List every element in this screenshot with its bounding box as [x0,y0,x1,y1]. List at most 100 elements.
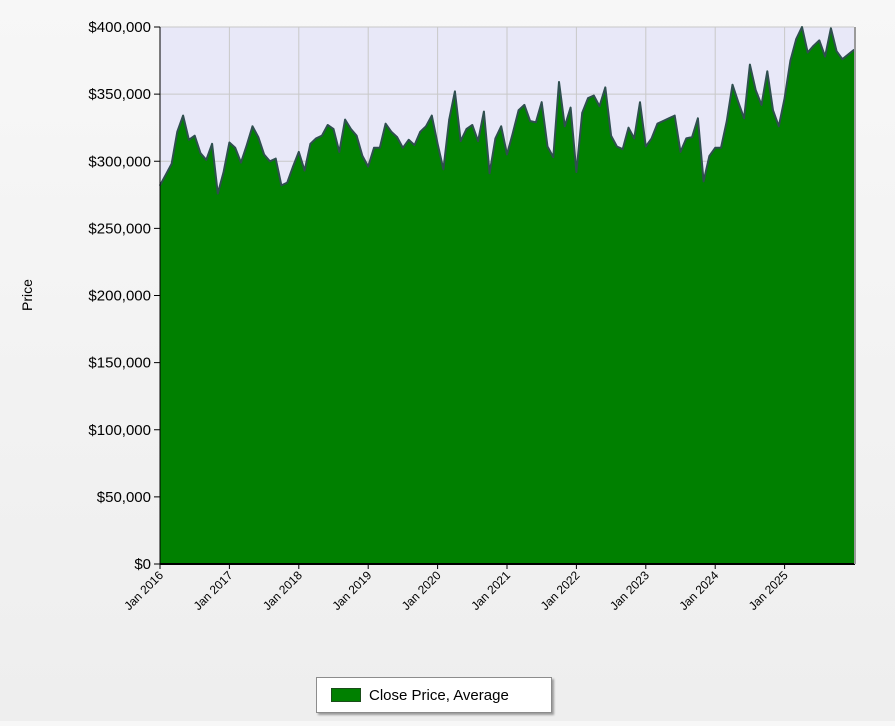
data-point [419,130,422,133]
data-point [679,151,682,153]
data-point [714,147,716,149]
data-point [552,156,555,158]
data-point [367,165,370,168]
data-point [344,118,346,121]
y-tick-label: $100,000 [88,422,151,439]
data-point [812,45,815,47]
data-point [361,155,364,157]
data-point [182,114,184,117]
data-point [459,140,462,142]
data-point [546,145,549,148]
legend-label: Close Price, Average [369,686,509,704]
data-point [569,106,572,109]
data-point [396,136,398,138]
data-point [413,144,416,146]
data-point [702,180,705,183]
data-point [240,161,242,164]
data-point [506,153,508,156]
x-tick-label: Jan 2024 [676,568,721,613]
data-point [263,153,265,156]
data-point [274,157,277,160]
data-point [726,120,728,122]
data-point [743,117,745,120]
data-point [315,137,317,140]
data-point [165,173,167,176]
chart-legend: Close Price, Average [316,677,552,713]
data-point [754,89,757,91]
data-point [517,109,520,111]
data-point [627,126,630,129]
data-point [355,134,358,137]
data-point [494,137,497,140]
y-tick-labels: $0 $50,000 $100,000 $150,000 $200,000 $250,00… [88,19,160,573]
series-area-close-price-average [160,27,854,564]
data-point [286,181,289,184]
data-point [234,147,236,149]
y-axis-label: Price [19,279,35,311]
data-point [760,104,763,106]
data-point [587,97,589,99]
data-point [639,101,641,103]
y-tick-label: $400,000 [88,19,151,36]
data-point [448,118,451,121]
data-point [488,172,491,175]
data-point [500,125,503,128]
data-point [575,171,578,173]
data-point [280,184,283,187]
data-point [309,143,312,145]
data-point [338,151,341,153]
data-point [431,114,433,117]
data-point [610,134,612,137]
data-point [188,139,190,141]
data-point [321,134,323,137]
data-point [298,151,300,153]
data-point [390,130,393,133]
legend-swatch [331,688,361,702]
data-point [778,125,780,128]
x-tick-label: Jan 2019 [329,568,374,613]
data-point [616,145,618,148]
y-tick-label: $350,000 [88,86,151,103]
y-tick-label: $300,000 [88,153,151,170]
y-tick-label: $200,000 [88,288,151,305]
data-point [835,50,838,52]
y-tick-label: $250,000 [88,220,151,237]
data-point [598,105,601,107]
data-point [540,101,543,103]
data-point [650,137,653,140]
x-tick-label: Jan 2025 [746,568,791,613]
data-point [465,128,468,130]
data-point [581,112,583,114]
data-point [697,117,699,120]
data-point [251,125,254,128]
data-point [824,55,826,58]
data-point [303,169,306,172]
data-point [454,90,456,93]
data-point [176,130,179,133]
data-point [662,120,664,122]
data-point [806,51,809,54]
data-point [633,137,635,140]
y-tick-label: $50,000 [97,489,151,506]
data-point [407,139,410,141]
data-point [193,134,196,137]
data-point [483,110,485,113]
data-point [564,125,566,128]
data-point [523,104,526,106]
y-tick-label: $0 [134,556,151,573]
data-point [512,132,514,134]
data-point [535,121,537,124]
series-line-close-price-average [159,26,855,195]
data-point [217,192,219,195]
data-point [246,144,248,146]
data-point [673,114,676,117]
data-point [621,148,624,150]
data-point [708,155,711,157]
data-point [668,117,670,120]
data-point [731,83,734,86]
data-point [789,59,792,62]
x-tick-label: Jan 2018 [260,568,305,613]
data-point [292,165,294,168]
data-point [471,124,474,126]
